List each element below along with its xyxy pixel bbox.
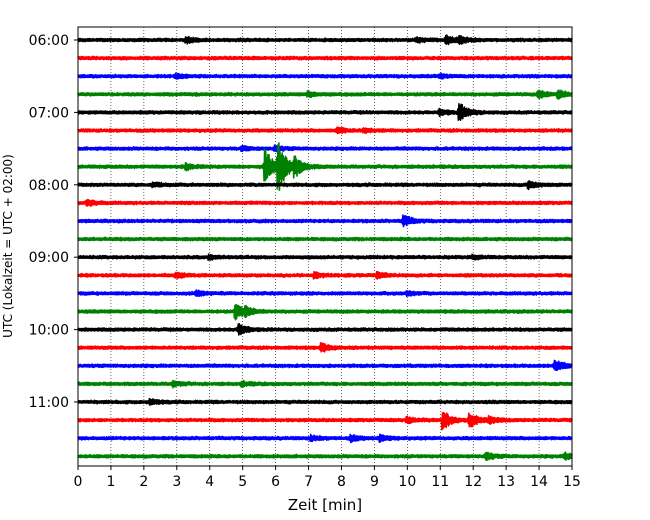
y-tick-label: 08:00	[29, 178, 69, 194]
seismic-trace	[77, 270, 573, 280]
seismic-trace	[77, 289, 573, 298]
x-tick-label: 3	[172, 474, 181, 490]
seismic-trace	[77, 142, 573, 192]
seismic-trace	[77, 72, 573, 80]
x-tick-label: 9	[370, 474, 379, 490]
seismic-trace	[77, 359, 573, 372]
y-axis-label: UTC (Lokalzeit = UTC + 02:00)	[1, 154, 15, 338]
x-tick-label: 5	[238, 474, 247, 490]
y-axis-ticks: 06:00 07:00 08:00 09:00 10:00 11:00	[29, 33, 78, 411]
x-tick-label: 6	[271, 474, 280, 490]
seismic-trace	[77, 89, 573, 100]
seismic-trace	[77, 433, 573, 444]
x-tick-label: 1	[106, 474, 115, 490]
seismic-trace	[77, 379, 573, 389]
seismic-trace	[77, 303, 573, 321]
x-tick-label: 4	[205, 474, 214, 490]
seismic-trace	[77, 322, 573, 336]
seismic-traces	[77, 34, 573, 462]
seismic-trace	[77, 397, 573, 406]
y-tick-label: 06:00	[29, 33, 69, 49]
x-axis-label: Zeit [min]	[288, 496, 362, 514]
seismic-trace	[77, 198, 573, 207]
seismic-trace	[77, 236, 573, 242]
y-tick-label: 11:00	[29, 395, 69, 411]
x-tick-label: 0	[74, 474, 83, 490]
x-tick-label: 8	[337, 474, 346, 490]
x-tick-label: 10	[398, 474, 416, 490]
seismic-trace	[77, 126, 573, 135]
seismic-trace	[77, 214, 573, 228]
x-tick-label: 13	[497, 474, 515, 490]
seismic-trace	[77, 253, 573, 261]
x-tick-label: 12	[464, 474, 482, 490]
seismic-trace	[77, 342, 573, 353]
plot-frame	[77, 26, 573, 467]
seismic-trace	[77, 451, 573, 462]
y-tick-label: 07:00	[29, 105, 69, 121]
seismic-trace	[77, 179, 573, 191]
y-tick-label: 09:00	[29, 250, 69, 266]
x-axis-ticks: 0 1 2 3 4 5 6 7 8 9 10 11 12 13 14 15	[74, 466, 581, 490]
x-tick-label: 15	[563, 474, 581, 490]
seismic-trace	[77, 55, 573, 61]
seismic-trace	[77, 34, 573, 46]
minute-grid	[110, 27, 540, 466]
y-tick-label: 10:00	[29, 323, 69, 339]
seismic-trace	[77, 144, 573, 153]
x-tick-label: 14	[530, 474, 548, 490]
x-tick-label: 11	[431, 474, 449, 490]
seismic-trace	[77, 103, 573, 121]
seismic-trace	[77, 411, 573, 431]
x-tick-label: 2	[139, 474, 148, 490]
x-tick-label: 7	[304, 474, 313, 490]
